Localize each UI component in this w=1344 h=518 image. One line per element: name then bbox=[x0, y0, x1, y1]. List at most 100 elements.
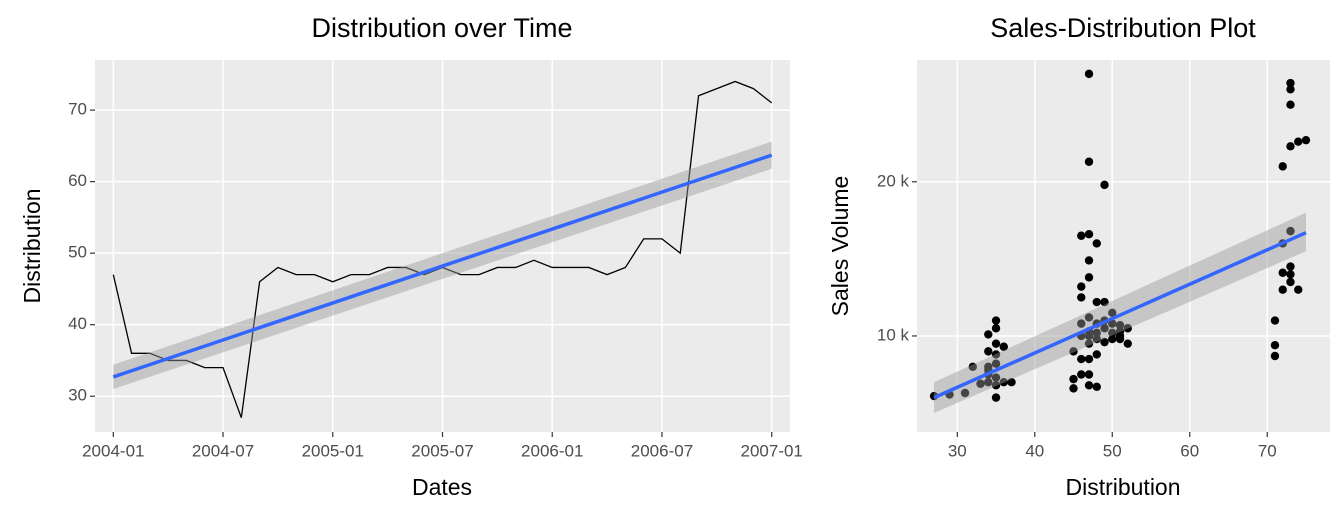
point bbox=[1286, 85, 1295, 94]
point bbox=[999, 342, 1008, 351]
point bbox=[1286, 270, 1295, 279]
y-tick-label: 40 bbox=[68, 314, 87, 333]
trend-line bbox=[933, 231, 1307, 400]
point bbox=[1286, 262, 1295, 271]
point bbox=[1286, 277, 1295, 287]
point bbox=[1092, 334, 1101, 344]
point bbox=[1100, 337, 1109, 347]
point bbox=[1108, 319, 1117, 328]
point bbox=[1278, 268, 1287, 277]
y-tick-label: 70 bbox=[68, 100, 87, 119]
x-axis-title: Dates bbox=[412, 474, 472, 500]
point bbox=[1108, 328, 1117, 338]
x-tick-label: 30 bbox=[948, 441, 967, 460]
x-tick-label: 50 bbox=[1103, 441, 1122, 460]
y-tick-label: 50 bbox=[68, 243, 87, 262]
point bbox=[1286, 100, 1295, 109]
point bbox=[1115, 320, 1125, 330]
point bbox=[1084, 273, 1094, 282]
point bbox=[991, 316, 1001, 325]
point bbox=[1084, 370, 1094, 379]
point bbox=[1286, 226, 1295, 236]
point bbox=[991, 381, 1001, 390]
point bbox=[991, 324, 1001, 333]
point bbox=[1278, 162, 1287, 171]
point bbox=[1084, 354, 1094, 364]
point bbox=[1077, 282, 1086, 291]
point bbox=[1092, 350, 1101, 359]
point bbox=[991, 393, 1001, 402]
point bbox=[976, 379, 985, 388]
x-tick-label: 2004-01 bbox=[82, 441, 144, 460]
x-tick-label: 2004-07 bbox=[192, 441, 254, 460]
x-tick-label: 40 bbox=[1025, 441, 1044, 460]
point bbox=[1084, 339, 1094, 348]
point bbox=[1108, 334, 1117, 344]
point bbox=[1270, 351, 1280, 361]
point bbox=[1077, 231, 1086, 240]
x-tick-label: 2005-01 bbox=[302, 441, 364, 460]
point bbox=[1069, 347, 1078, 356]
chart-title: Distribution over Time bbox=[311, 13, 572, 43]
point bbox=[991, 373, 1001, 382]
point bbox=[1092, 297, 1101, 307]
point bbox=[1115, 327, 1125, 336]
point bbox=[968, 362, 977, 371]
y-axis-title: Sales Volume bbox=[827, 176, 853, 317]
point bbox=[1294, 137, 1303, 146]
point bbox=[991, 350, 1001, 359]
point bbox=[1069, 384, 1078, 393]
point bbox=[1100, 180, 1109, 190]
point bbox=[1123, 324, 1132, 333]
point bbox=[1077, 319, 1086, 328]
point bbox=[1286, 78, 1295, 88]
point bbox=[1100, 297, 1109, 307]
x-tick-label: 2007-01 bbox=[741, 441, 803, 460]
x-tick-label: 60 bbox=[1180, 441, 1199, 460]
y-tick-label: 20 k bbox=[877, 171, 910, 190]
x-tick-label: 2006-01 bbox=[521, 441, 583, 460]
point bbox=[1077, 354, 1086, 364]
point bbox=[1092, 328, 1101, 338]
point bbox=[1084, 256, 1094, 265]
x-tick-label: 2005-07 bbox=[411, 441, 473, 460]
point bbox=[1077, 293, 1086, 302]
point bbox=[1278, 285, 1287, 294]
point bbox=[1069, 374, 1078, 384]
confidence-band bbox=[934, 212, 1306, 414]
point bbox=[984, 330, 993, 339]
point bbox=[999, 378, 1008, 387]
point bbox=[1123, 339, 1132, 348]
point bbox=[1301, 135, 1311, 145]
point bbox=[984, 347, 993, 356]
point bbox=[1108, 308, 1117, 318]
point bbox=[1270, 341, 1280, 350]
y-axis-title: Distribution bbox=[19, 188, 45, 303]
point bbox=[984, 378, 993, 387]
y-tick-label: 10 k bbox=[877, 325, 910, 344]
point bbox=[1077, 370, 1086, 379]
x-axis-title: Distribution bbox=[1065, 474, 1180, 500]
point bbox=[1100, 324, 1109, 333]
point bbox=[960, 388, 970, 398]
point bbox=[1084, 157, 1094, 166]
point bbox=[991, 339, 1001, 348]
point bbox=[991, 359, 1001, 368]
point bbox=[1286, 142, 1295, 151]
point bbox=[1294, 285, 1303, 294]
y-tick-label: 30 bbox=[68, 386, 87, 405]
y-tick-label: 60 bbox=[68, 171, 87, 190]
point bbox=[1270, 316, 1280, 325]
trend-line bbox=[112, 153, 773, 379]
point bbox=[1084, 313, 1094, 322]
point bbox=[1092, 239, 1101, 248]
x-tick-label: 2006-07 bbox=[631, 441, 693, 460]
point bbox=[1007, 378, 1016, 387]
point bbox=[1092, 382, 1101, 392]
point bbox=[1084, 381, 1094, 390]
point bbox=[1115, 334, 1125, 344]
point bbox=[1084, 230, 1094, 239]
chart-title: Sales-Distribution Plot bbox=[990, 13, 1256, 43]
point bbox=[1084, 69, 1094, 79]
